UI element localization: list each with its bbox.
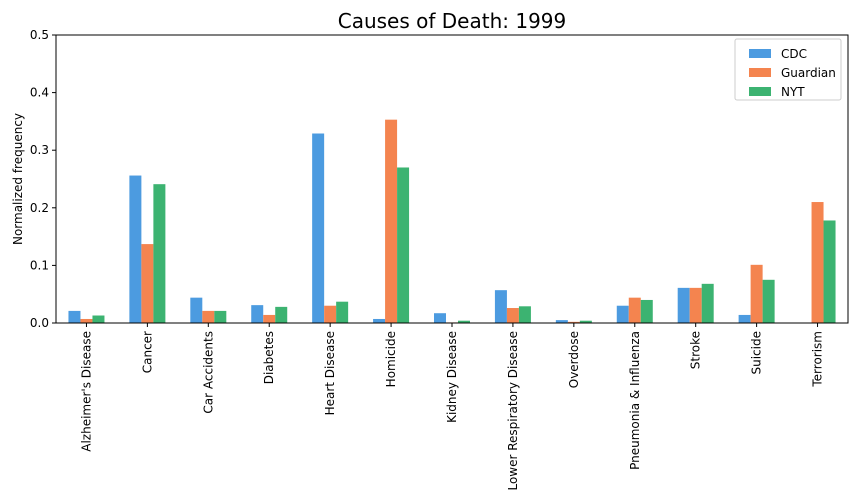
- x-tick-label: Terrorism: [811, 331, 825, 388]
- legend: CDC Guardian NYT: [734, 38, 842, 101]
- x-tick-label: Pneumonia & Influenza: [628, 331, 642, 470]
- y-tick-label: 0.4: [30, 86, 49, 100]
- x-tick-label: Overdose: [567, 331, 581, 388]
- bar-nyt-4: [336, 301, 349, 323]
- legend-swatch: [749, 49, 771, 58]
- x-tick-label: Alzheimer's Disease: [79, 331, 93, 452]
- bar-nyt-7: [518, 306, 531, 323]
- bar-nyt-0: [92, 315, 105, 323]
- bar-guardian-1: [141, 244, 154, 323]
- bar-cdc-2: [190, 297, 203, 323]
- bar-cdc-0: [68, 310, 81, 323]
- bar-nyt-3: [275, 306, 288, 323]
- y-axis-label: Normalized frequency: [11, 113, 25, 245]
- bar-guardian-12: [811, 202, 824, 323]
- y-tick-label: 0.2: [30, 201, 49, 215]
- chart-title: Causes of Death: 1999: [338, 9, 567, 33]
- bar-nyt-8: [579, 320, 592, 323]
- y-tick-label: 0.0: [30, 316, 49, 330]
- bar-guardian-5: [385, 119, 398, 323]
- bar-nyt-9: [640, 299, 653, 323]
- bar-guardian-11: [750, 264, 763, 323]
- bar-cdc-3: [251, 305, 264, 323]
- x-tick-label: Homicide: [384, 331, 398, 387]
- y-tick-label: 0.3: [30, 143, 49, 157]
- bar-cdc-6: [434, 313, 446, 323]
- bar-guardian-9: [628, 297, 641, 323]
- bar-nyt-10: [701, 283, 714, 323]
- bar-guardian-7: [506, 308, 519, 323]
- x-tick-label: Stroke: [689, 331, 703, 369]
- bar-nyt-2: [214, 310, 227, 323]
- bar-cdc-4: [312, 133, 325, 323]
- bar-nyt-11: [762, 279, 775, 323]
- bar-nyt-5: [397, 167, 410, 323]
- bar-guardian-10: [689, 287, 702, 323]
- bar-guardian-8: [567, 321, 580, 323]
- x-tick-label: Suicide: [750, 331, 764, 375]
- y-tick-label: 0.5: [30, 28, 49, 42]
- x-tick-label: Cancer: [140, 331, 154, 373]
- legend-swatch: [749, 68, 771, 77]
- x-tick-label: Car Accidents: [201, 331, 215, 414]
- bar-cdc-9: [616, 305, 629, 323]
- x-tick-label: Kidney Disease: [445, 331, 459, 423]
- legend-label: Guardian: [781, 66, 836, 80]
- bar-cdc-5: [373, 318, 386, 323]
- x-tick-label: Lower Respiratory Disease: [506, 331, 520, 491]
- bar-guardian-2: [202, 310, 215, 323]
- bar-guardian-4: [324, 305, 337, 323]
- x-tick-label: Diabetes: [262, 331, 276, 384]
- bar-cdc-11: [738, 314, 751, 323]
- bar-cdc-7: [494, 290, 507, 323]
- axes-frame: [55, 34, 849, 324]
- bar-cdc-10: [677, 287, 690, 323]
- legend-swatch: [749, 87, 771, 96]
- bar-nyt-12: [823, 220, 836, 323]
- bar-cdc-8: [555, 320, 568, 323]
- plot-area: 0.0 0.1 0.2 0.3 0.4 0.5 Alzheimer's Disease Can…: [30, 28, 849, 491]
- bar-nyt-1: [153, 184, 166, 323]
- bar-nyt-6: [458, 320, 470, 323]
- bar-guardian-3: [263, 314, 276, 323]
- legend-label: CDC: [781, 47, 807, 61]
- bar-guardian-0: [80, 318, 93, 323]
- x-tick-label: Heart Disease: [323, 331, 337, 415]
- legend-label: NYT: [781, 85, 805, 99]
- y-tick-label: 0.1: [30, 258, 49, 272]
- bar-cdc-1: [129, 175, 142, 323]
